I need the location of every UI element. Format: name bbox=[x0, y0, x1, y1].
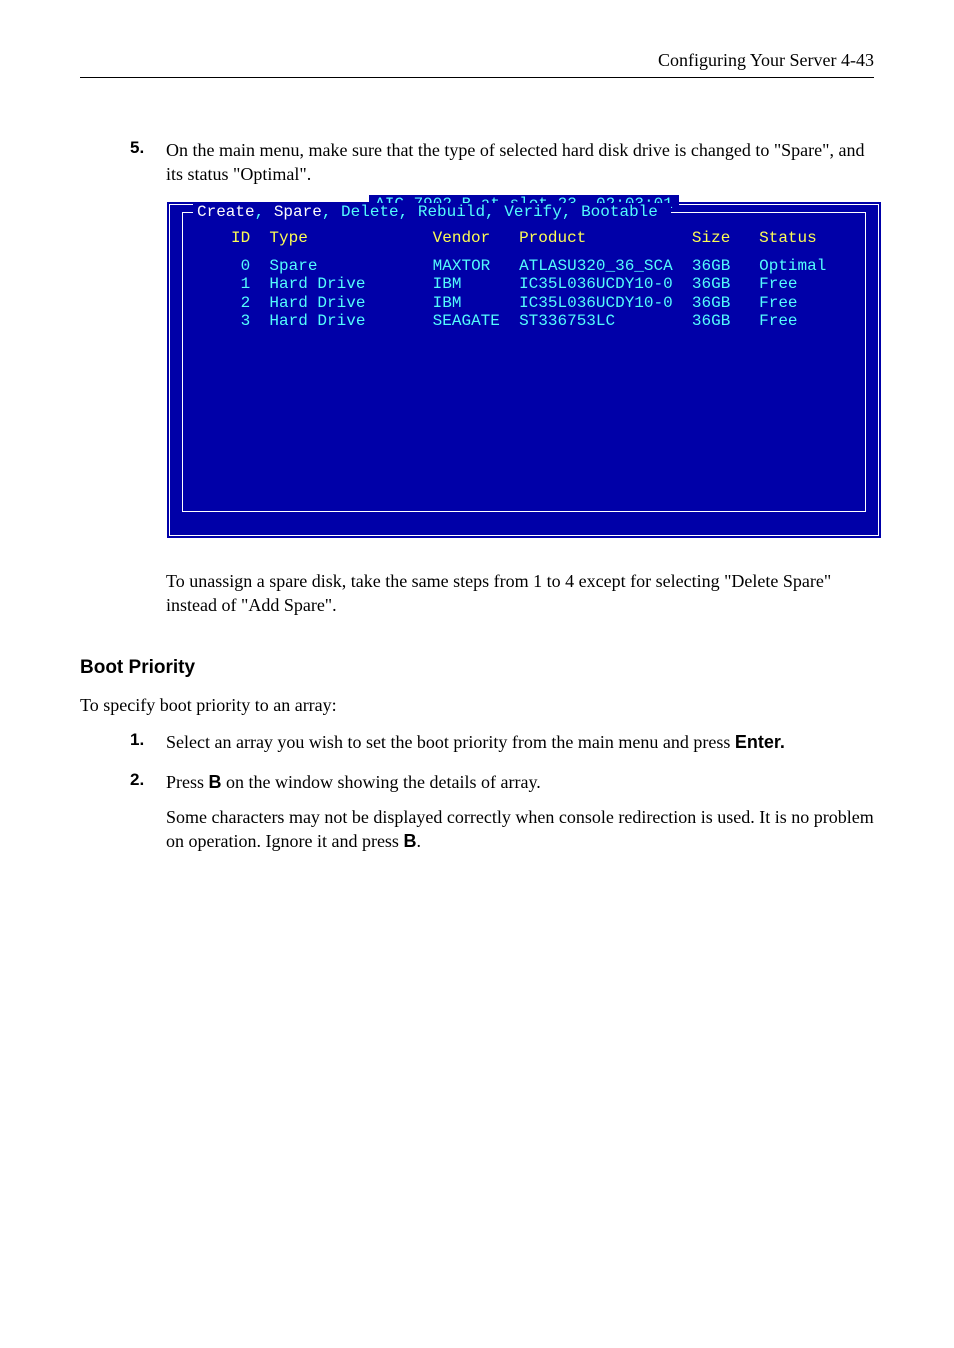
step-number: 1. bbox=[130, 730, 166, 750]
terminal-menu-box: Create, Spare, Delete, Rebuild, Verify, … bbox=[182, 212, 866, 512]
step-body: Select an array you wish to set the boot… bbox=[166, 730, 874, 754]
terminal-screenshot: AIC-7902 B at slot 23, 02:03:01 Create, … bbox=[166, 201, 882, 539]
boot-steps: 1. Select an array you wish to set the b… bbox=[130, 730, 874, 853]
step-number: 5. bbox=[130, 138, 166, 158]
step-5: 5. On the main menu, make sure that the … bbox=[130, 138, 874, 617]
terminal-headers: ID Type Vendor Product Size Status bbox=[201, 229, 847, 247]
table-row: 3 Hard Drive SEAGATE ST336753LC 36GB Fre… bbox=[201, 312, 847, 330]
step-number: 2. bbox=[130, 770, 166, 790]
terminal-menu: Create, Spare, Delete, Rebuild, Verify, … bbox=[193, 203, 671, 221]
step-body: On the main menu, make sure that the typ… bbox=[166, 138, 874, 187]
section-heading-boot-priority: Boot Priority bbox=[80, 657, 874, 679]
table-row: 0 Spare MAXTOR ATLASU320_36_SCA 36GB Opt… bbox=[201, 257, 847, 275]
page: Configuring Your Server 4-43 5. On the m… bbox=[0, 0, 954, 853]
step-body: Press B on the window showing the detail… bbox=[166, 770, 874, 794]
section-intro: To specify boot priority to an array: bbox=[80, 695, 874, 716]
running-header: Configuring Your Server 4-43 bbox=[80, 50, 874, 78]
step5-after-note: To unassign a spare disk, take the same … bbox=[166, 569, 874, 618]
step-note: Some characters may not be displayed cor… bbox=[166, 805, 874, 854]
table-row: 2 Hard Drive IBM IC35L036UCDY10-0 36GB F… bbox=[201, 294, 847, 312]
table-row: 1 Hard Drive IBM IC35L036UCDY10-0 36GB F… bbox=[201, 275, 847, 293]
